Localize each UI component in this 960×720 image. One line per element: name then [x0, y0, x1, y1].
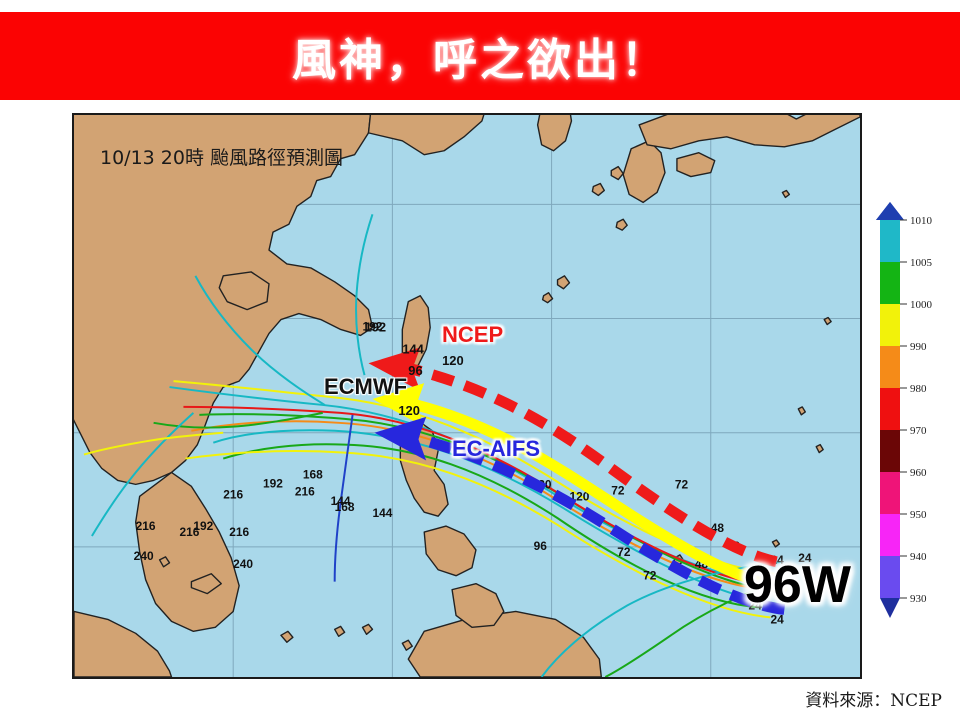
svg-text:192: 192: [365, 319, 387, 334]
pressure-colorbar: 1010 1005 1000 990 980 970 960 950 940 9…: [874, 190, 940, 620]
svg-text:930: 930: [910, 593, 927, 605]
svg-text:216: 216: [136, 519, 156, 533]
map-graphic: 24 24 24 24 48 48 48 48 72 72 72 72 120 …: [74, 115, 860, 677]
land-mindanao: [451, 582, 505, 629]
land-ryukyu-1: [610, 165, 624, 181]
land-island-pac-4: [815, 443, 824, 454]
colorbar-graphic: 1010 1005 1000 990 980 970 960 950 940 9…: [876, 202, 933, 618]
svg-text:240: 240: [134, 549, 154, 563]
title-banner: 風神，呼之欲出！: [0, 12, 960, 100]
svg-text:960: 960: [910, 467, 927, 479]
svg-text:980: 980: [910, 383, 927, 395]
svg-text:72: 72: [617, 545, 631, 559]
svg-text:216: 216: [223, 487, 243, 501]
svg-text:940: 940: [910, 551, 927, 563]
svg-text:1000: 1000: [910, 299, 933, 311]
track-ecmwf: [372, 383, 788, 594]
forecast-hour-labels: 144 96 120 120 192: [365, 319, 464, 417]
land-ryukyu-4: [556, 275, 571, 290]
land-shikoku: [676, 152, 716, 178]
svg-text:970: 970: [910, 425, 927, 437]
land-ryukyu-2: [591, 182, 605, 197]
ensemble-hour-labels: 24 24 24 24 48 48 48 48 72 72 72 72 120 …: [134, 319, 812, 626]
land-island-mid-4: [401, 639, 413, 651]
source-attribution: 資料來源：NCEP: [805, 691, 942, 711]
land-hainan: [218, 271, 270, 311]
svg-text:192: 192: [193, 519, 213, 533]
svg-text:72: 72: [643, 569, 657, 583]
storm-id-label: 96W: [744, 556, 851, 614]
svg-text:24: 24: [798, 551, 812, 565]
svg-text:950: 950: [910, 509, 927, 521]
land-indochina: [134, 471, 240, 633]
svg-text:1005: 1005: [910, 257, 933, 269]
land-island-sw-2: [190, 573, 222, 595]
land-sumatra: [74, 610, 173, 677]
land-philippines-south: [423, 525, 477, 577]
svg-text:990: 990: [910, 341, 927, 353]
svg-text:24: 24: [770, 612, 784, 626]
land-island-pac-5: [771, 539, 781, 548]
svg-text:168: 168: [335, 500, 355, 514]
colorbar-tick-labels: 1010 1005 1000 990 980 970 960 950 940 9…: [910, 215, 933, 605]
landmass-group: [74, 115, 860, 677]
model-label-ecaifs: EC-AIFS: [452, 436, 540, 461]
svg-text:192: 192: [363, 319, 383, 333]
land-china-mainland: [74, 115, 374, 486]
svg-text:192: 192: [263, 476, 283, 490]
land-island-mid-2: [333, 625, 346, 637]
svg-text:96: 96: [408, 363, 422, 378]
svg-text:24: 24: [749, 598, 763, 612]
svg-text:96: 96: [534, 539, 548, 553]
land-island-pac-1: [781, 189, 791, 199]
forecast-map: 24 24 24 24 48 48 48 48 72 72 72 72 120 …: [72, 113, 862, 679]
svg-text:120: 120: [442, 353, 464, 368]
land-ryukyu-5: [541, 292, 554, 304]
land-korea: [536, 115, 573, 152]
model-label-ncep: NCEP: [442, 322, 504, 347]
track-ncep: [368, 347, 778, 568]
land-ryukyu-3: [615, 218, 628, 231]
page-title: 風神，呼之欲出！: [292, 35, 668, 86]
svg-text:144: 144: [331, 494, 351, 508]
svg-text:240: 240: [233, 557, 253, 571]
svg-text:120: 120: [398, 403, 420, 418]
land-island-pac-2: [823, 316, 832, 326]
land-island-sw-1: [158, 556, 171, 568]
map-title: 10/13 20時 颱風路徑預測圖: [100, 147, 344, 169]
svg-text:1010: 1010: [910, 215, 933, 227]
svg-text:216: 216: [295, 484, 315, 498]
land-south-china-coast: [367, 115, 485, 156]
svg-text:216: 216: [179, 525, 199, 539]
svg-text:168: 168: [303, 467, 323, 481]
svg-text:72: 72: [675, 477, 689, 491]
svg-text:216: 216: [229, 525, 249, 539]
svg-text:144: 144: [402, 341, 424, 356]
svg-text:144: 144: [372, 506, 392, 520]
land-honshu: [638, 115, 860, 150]
land-island-mid-1: [280, 630, 294, 643]
svg-text:72: 72: [611, 483, 625, 497]
land-island-mid-3: [361, 623, 374, 635]
track-ecaifs: [374, 416, 786, 615]
model-label-ecmwf: ECMWF: [324, 374, 408, 399]
land-island-pac-3: [797, 406, 806, 416]
